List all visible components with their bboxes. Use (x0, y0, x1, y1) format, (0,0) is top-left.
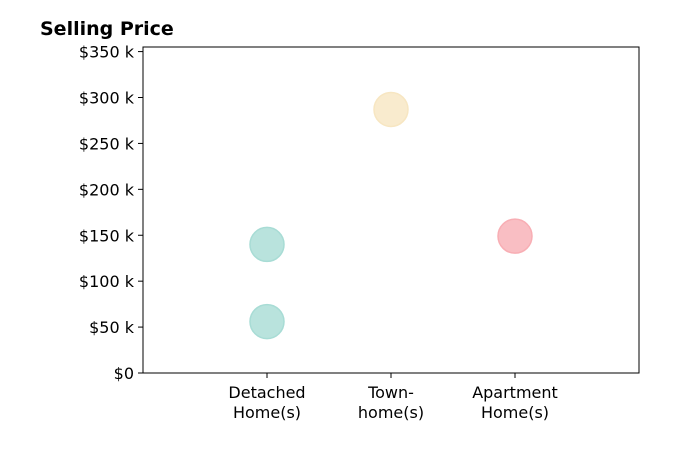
data-point (249, 303, 285, 340)
data-point (249, 226, 285, 263)
data-points (249, 91, 533, 340)
x-tick-label: Detached Home(s) (228, 383, 305, 422)
y-tick-label: $300 k (79, 89, 135, 108)
y-tick-label: $0 (114, 364, 134, 383)
y-tick-label: $150 k (79, 226, 135, 245)
y-tick-label: $50 k (89, 318, 135, 337)
y-tick-label: $100 k (79, 272, 135, 291)
x-tick-label: Apartment Home(s) (472, 383, 558, 422)
x-axis: Detached Home(s) Town-home(s) Apartment Home… (228, 373, 558, 422)
y-tick-label: $250 k (79, 134, 135, 153)
data-point (373, 91, 409, 128)
y-axis: $0 $50 k $100 k $150 k $200 k $250 k $300 k $35… (79, 43, 143, 383)
x-tick-label: Town-home(s) (358, 383, 424, 422)
chart-title: Selling Price (40, 18, 174, 40)
data-point (497, 218, 533, 254)
y-tick-label: $200 k (79, 180, 135, 199)
y-tick-label: $350 k (79, 43, 135, 62)
